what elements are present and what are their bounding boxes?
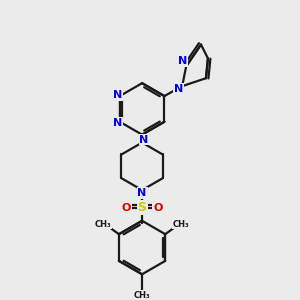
Text: N: N	[174, 84, 183, 94]
Text: N: N	[113, 90, 122, 100]
Text: O: O	[153, 203, 163, 213]
Text: N: N	[113, 118, 122, 128]
Text: S: S	[138, 201, 147, 214]
Text: N: N	[140, 135, 149, 145]
Text: CH₃: CH₃	[94, 220, 111, 229]
Text: CH₃: CH₃	[134, 291, 150, 300]
Text: N: N	[178, 56, 187, 66]
Text: N: N	[137, 188, 147, 198]
Text: CH₃: CH₃	[173, 220, 190, 229]
Text: O: O	[122, 203, 131, 213]
